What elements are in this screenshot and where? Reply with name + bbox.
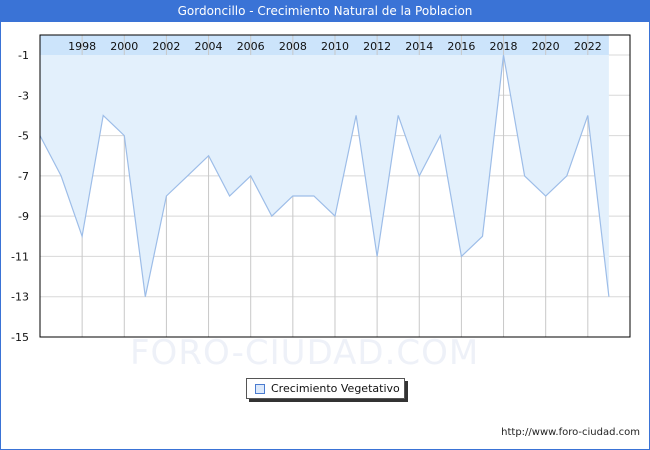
x-tick-label: 2018 <box>490 40 518 53</box>
legend: Crecimiento Vegetativo <box>246 378 405 399</box>
y-tick-label: -9 <box>18 210 29 223</box>
x-tick-label: 2022 <box>574 40 602 53</box>
data-area <box>39 54 610 297</box>
y-tick-label: -3 <box>18 89 29 102</box>
y-tick-label: -1 <box>18 49 29 62</box>
x-tick-label: 2020 <box>532 40 560 53</box>
x-axis-ticks: 1998 2000 2002 2004 2006 2008 2010 2012 2014 2016… <box>68 40 602 53</box>
x-tick-label: 2008 <box>279 40 307 53</box>
plot-border <box>39 34 631 338</box>
x-tick-label: 2012 <box>363 40 391 53</box>
y-tick-label: -7 <box>18 170 29 183</box>
x-tick-label: 2016 <box>447 40 475 53</box>
x-axis-band <box>40 35 609 55</box>
x-tick-label: 2002 <box>152 40 180 53</box>
legend-swatch-icon <box>255 384 265 394</box>
legend-label: Crecimiento Vegetativo <box>271 382 400 395</box>
y-tick-label: -15 <box>11 331 29 344</box>
y-tick-label: -5 <box>18 130 29 143</box>
watermark: FORO-CIUDAD.COM <box>130 333 480 373</box>
x-tick-label: 1998 <box>68 40 96 53</box>
x-tick-label: 2014 <box>405 40 433 53</box>
source-url: http://www.foro-ciudad.com <box>501 427 640 438</box>
chart-title: Gordoncillo - Crecimiento Natural de la … <box>0 0 650 22</box>
y-axis-ticks: -1 -3 -5 -7 -9 -11 -13 -15 <box>11 49 29 344</box>
y-tick-label: -11 <box>11 250 29 263</box>
y-tick-label: -13 <box>11 291 29 304</box>
x-tick-label: 2004 <box>195 40 223 53</box>
x-tick-label: 2010 <box>321 40 349 53</box>
x-tick-label: 2000 <box>110 40 138 53</box>
x-tick-label: 2006 <box>237 40 265 53</box>
